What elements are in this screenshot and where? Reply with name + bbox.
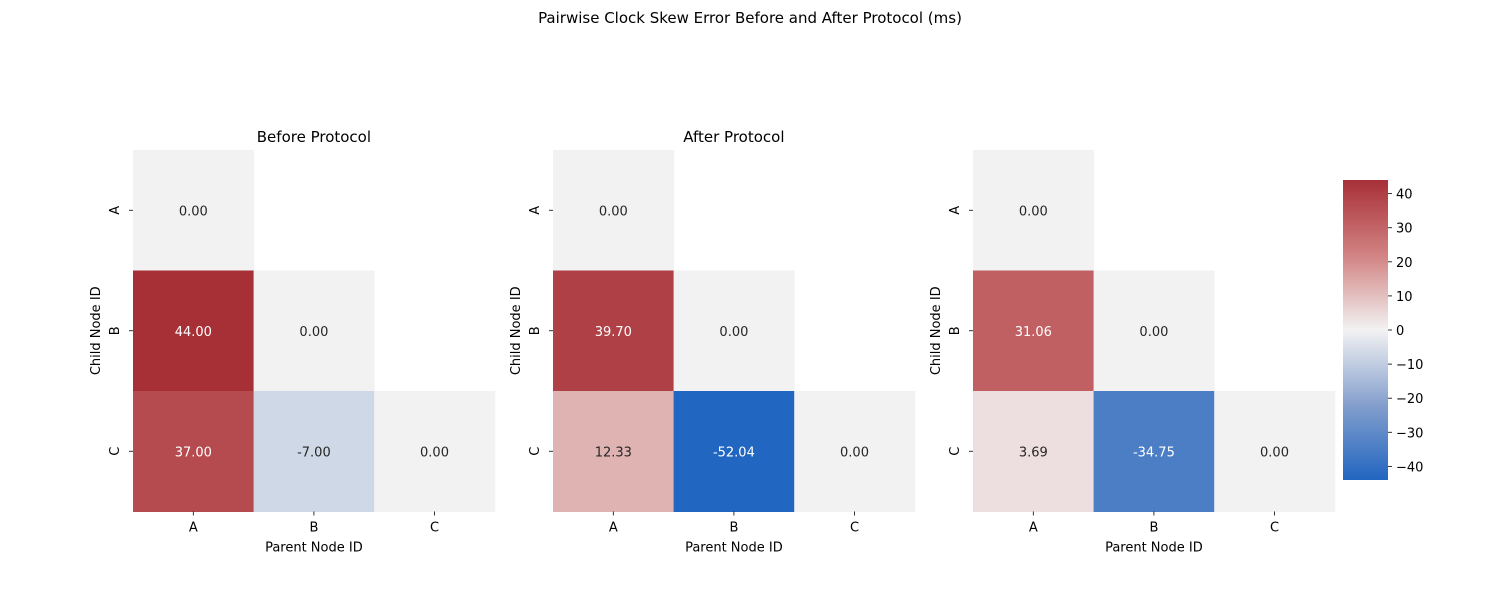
cell-value-label: 3.69 (1019, 445, 1048, 460)
heatmap-cell (374, 391, 496, 512)
x-tick-label: B (309, 521, 318, 536)
heatmap-panel: 0.00 31.06 0.00 3.69 -34.75 0.00 A B C A B C Parent … (929, 150, 1336, 556)
x-tick-label: C (430, 521, 439, 536)
heatmap-cell (133, 391, 255, 512)
y-tick-label: B (528, 326, 543, 335)
heatmap-panel: Before Protocol 0.00 44.00 0.00 37.00 -7.00 0.… (89, 128, 496, 556)
heatmap-cell (673, 391, 795, 512)
colorbar-tick-label: −30 (1396, 426, 1423, 441)
x-axis-label: Parent Node ID (265, 541, 363, 556)
cell-value-label: -34.75 (1133, 445, 1175, 460)
cell-value-label: 37.00 (175, 445, 212, 460)
heatmap-cell (1093, 270, 1215, 392)
x-tick-label: B (1149, 521, 1158, 536)
y-tick-label: B (108, 326, 123, 335)
heatmap-cell (973, 391, 1095, 512)
heatmap-cell (553, 270, 675, 392)
cell-value-label: 0.00 (840, 445, 869, 460)
x-tick-label: A (189, 521, 198, 536)
heatmap-cell (253, 391, 375, 512)
heatmap-cell (794, 391, 916, 512)
cell-value-label: 31.06 (1015, 325, 1052, 340)
colorbar-tick-label: −20 (1396, 392, 1423, 407)
y-axis-label: Child Node ID (509, 286, 524, 375)
y-tick-label: A (528, 206, 543, 215)
cell-value-label: 0.00 (1260, 445, 1289, 460)
cell-value-label: 0.00 (179, 204, 208, 219)
cell-value-label: 39.70 (595, 325, 632, 340)
x-axis-label: Parent Node ID (1105, 541, 1203, 556)
y-tick-label: C (528, 447, 543, 456)
heatmap-cell (1093, 391, 1215, 512)
x-tick-label: B (729, 521, 738, 536)
heatmap-cell (1214, 391, 1336, 512)
colorbar-tick-label: −40 (1396, 460, 1423, 475)
y-tick-label: A (108, 206, 123, 215)
cell-value-label: -52.04 (713, 445, 755, 460)
heatmap-cell (133, 270, 255, 392)
heatmap-cell (553, 391, 675, 512)
y-axis-label: Child Node ID (89, 286, 104, 375)
figure-title: Pairwise Clock Skew Error Before and Aft… (538, 9, 962, 27)
heatmap-cell (973, 270, 1095, 392)
x-tick-label: A (609, 521, 618, 536)
x-tick-label: C (1270, 521, 1279, 536)
cell-value-label: 0.00 (599, 204, 628, 219)
x-tick-label: C (850, 521, 859, 536)
colorbar-tick-label: −10 (1396, 358, 1423, 373)
y-tick-label: B (948, 326, 963, 335)
heatmap-cell (973, 150, 1095, 271)
y-tick-label: C (108, 447, 123, 456)
colorbar-tick-label: 20 (1396, 256, 1413, 271)
panel-title: After Protocol (683, 128, 784, 146)
heatmap-cell (673, 270, 795, 392)
cell-value-label: -7.00 (297, 445, 331, 460)
colorbar-gradient (1343, 180, 1388, 480)
colorbar: 40 30 20 10 0 −10 −20 −30 −40 (1343, 180, 1423, 480)
heatmap-cell (253, 270, 375, 392)
cell-value-label: 0.00 (1019, 204, 1048, 219)
colorbar-tick-label: 30 (1396, 222, 1413, 237)
cell-value-label: 12.33 (595, 445, 632, 460)
heatmap-cell (553, 150, 675, 271)
heatmap-cell (133, 150, 255, 271)
cell-value-label: 0.00 (299, 325, 328, 340)
colorbar-tick-label: 0 (1396, 324, 1404, 339)
y-tick-label: A (948, 206, 963, 215)
colorbar-tick-label: 40 (1396, 188, 1413, 203)
panel-title: Before Protocol (257, 128, 371, 146)
colorbar-tick-label: 10 (1396, 290, 1413, 305)
cell-value-label: 0.00 (1139, 325, 1168, 340)
heatmap-panel: After Protocol 0.00 39.70 0.00 12.33 -52.04 0.… (509, 128, 916, 556)
y-tick-label: C (948, 447, 963, 456)
x-tick-label: A (1029, 521, 1038, 536)
x-axis-label: Parent Node ID (685, 541, 783, 556)
cell-value-label: 0.00 (719, 325, 748, 340)
heatmap-panels: Before Protocol 0.00 44.00 0.00 37.00 -7.00 0.… (89, 128, 1336, 556)
cell-value-label: 44.00 (175, 325, 212, 340)
y-axis-label: Child Node ID (929, 286, 944, 375)
cell-value-label: 0.00 (420, 445, 449, 460)
